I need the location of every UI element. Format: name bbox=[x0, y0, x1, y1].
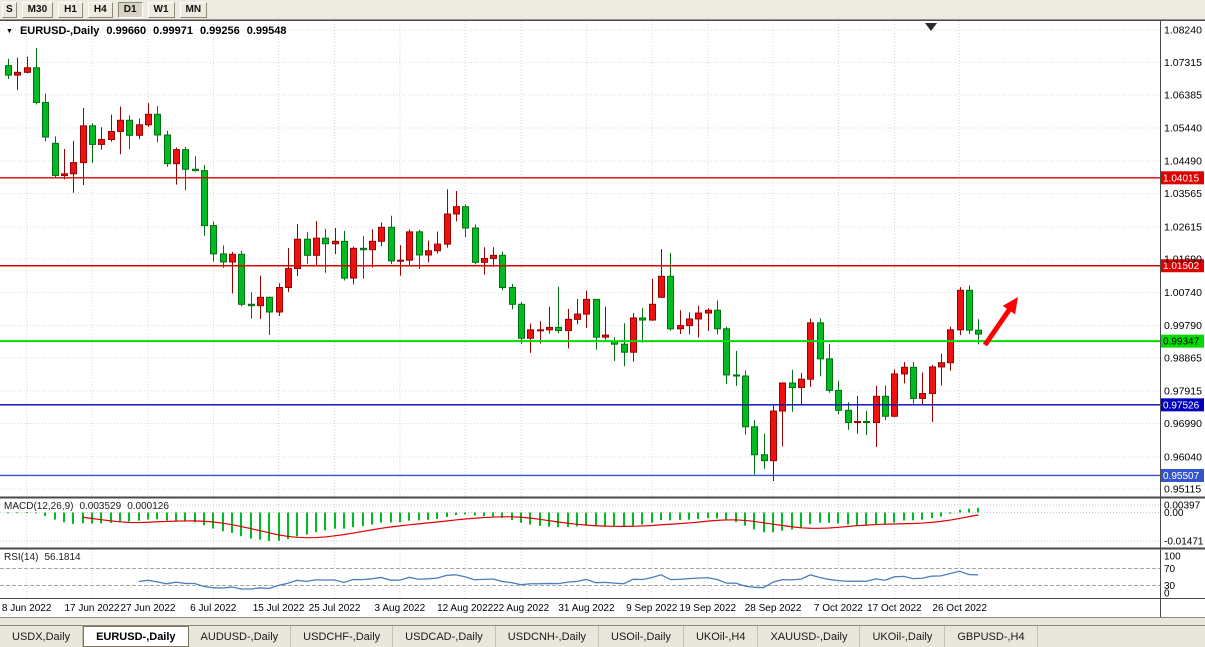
ohlc-high: 0.99971 bbox=[153, 25, 193, 37]
timeframe-button-h4[interactable]: H4 bbox=[87, 1, 113, 18]
candlestick-series bbox=[5, 47, 982, 481]
svg-text:30: 30 bbox=[1164, 581, 1176, 592]
svg-text:1.07315: 1.07315 bbox=[1164, 57, 1202, 69]
symbol-period-label: EURUSD-,Daily bbox=[19, 25, 100, 37]
macd-indicator-label: MACD(12,26,9) 0.003529 0.000126 bbox=[4, 501, 169, 512]
svg-text:15 Jul 2022: 15 Jul 2022 bbox=[253, 603, 305, 614]
rsi-name: RSI(14) bbox=[4, 552, 39, 563]
svg-text:6 Jul 2022: 6 Jul 2022 bbox=[190, 603, 237, 614]
arrow-annotation[interactable] bbox=[982, 297, 1018, 347]
svg-text:28 Sep 2022: 28 Sep 2022 bbox=[745, 603, 802, 614]
svg-text:8 Jun 2022: 8 Jun 2022 bbox=[2, 603, 52, 614]
ohlc-open: 0.99660 bbox=[106, 25, 147, 37]
svg-text:0.96040: 0.96040 bbox=[1164, 451, 1202, 463]
chart-canvas[interactable]: 1.040151.015020.993470.975260.955071.082… bbox=[0, 0, 1205, 619]
svg-text:1.02615: 1.02615 bbox=[1164, 221, 1202, 233]
svg-text:0.00397: 0.00397 bbox=[1164, 500, 1201, 511]
svg-text:-0.01471: -0.01471 bbox=[1164, 537, 1204, 548]
timeframe-button-m30[interactable]: M30 bbox=[21, 1, 54, 18]
chart-tab-ukoil-h4[interactable]: UKOil-,H4 bbox=[684, 626, 759, 647]
svg-text:0.95115: 0.95115 bbox=[1164, 484, 1201, 496]
price-tag-1.01502 bbox=[1161, 259, 1204, 273]
chart-background bbox=[0, 20, 1205, 618]
macd-main-value: 0.003529 bbox=[79, 501, 122, 512]
svg-text:26 Oct 2022: 26 Oct 2022 bbox=[932, 603, 987, 614]
pane-separators[interactable] bbox=[0, 20, 1205, 618]
svg-text:0.98865: 0.98865 bbox=[1164, 353, 1202, 365]
svg-text:25 Jul 2022: 25 Jul 2022 bbox=[309, 603, 361, 614]
svg-text:0.97526: 0.97526 bbox=[1163, 400, 1200, 411]
svg-text:0.95507: 0.95507 bbox=[1163, 471, 1200, 482]
timeframe-toolbar: S M30 H1 H4 D1 W1 MN bbox=[0, 0, 1205, 20]
svg-text:19 Sep 2022: 19 Sep 2022 bbox=[679, 603, 736, 614]
chart-shift-marker-icon[interactable] bbox=[925, 23, 937, 31]
svg-text:1.01690: 1.01690 bbox=[1164, 254, 1202, 266]
svg-text:70: 70 bbox=[1164, 564, 1176, 575]
chart-tab-ukoil-daily[interactable]: UKOil-,Daily bbox=[860, 626, 946, 647]
chart-tab-xauusd-daily[interactable]: XAUUSD-,Daily bbox=[758, 626, 861, 647]
ohlc-low: 0.99256 bbox=[199, 25, 240, 37]
chart-tab-usdcnh-daily[interactable]: USDCNH-,Daily bbox=[496, 626, 600, 647]
chart-tab-usdchf-daily[interactable]: USDCHF-,Daily bbox=[291, 626, 394, 647]
date-axis[interactable]: 8 Jun 2022 17 Jun 2022 27 Jun 2022 6 Jul 20… bbox=[2, 603, 987, 614]
svg-text:1.06385: 1.06385 bbox=[1164, 89, 1202, 101]
chart-ohlc-title: ▼ EURUSD-,Daily 0.99660 0.99971 0.99256 … bbox=[6, 25, 286, 37]
timeframe-button-w1[interactable]: W1 bbox=[147, 1, 175, 18]
svg-text:1.04490: 1.04490 bbox=[1164, 156, 1202, 168]
svg-text:0.96990: 0.96990 bbox=[1164, 418, 1202, 430]
chart-tab-usoil-daily[interactable]: USOil-,Daily bbox=[599, 626, 684, 647]
chart-tab-eurusd-daily[interactable]: EURUSD-,Daily bbox=[83, 626, 189, 647]
rsi-indicator-label: RSI(14) 56.1814 bbox=[4, 552, 81, 563]
chart-tab-usdx-daily[interactable]: USDX,Daily bbox=[0, 626, 84, 647]
ohlc-close: 0.99548 bbox=[246, 25, 287, 37]
svg-text:1.00740: 1.00740 bbox=[1164, 287, 1202, 299]
svg-text:0.99347: 0.99347 bbox=[1163, 337, 1200, 348]
macd-name: MACD(12,26,9) bbox=[4, 501, 74, 512]
price-tag-0.97526 bbox=[1161, 398, 1204, 412]
svg-text:1.01502: 1.01502 bbox=[1163, 261, 1200, 272]
svg-text:0: 0 bbox=[1164, 589, 1170, 600]
svg-text:27 Jun 2022: 27 Jun 2022 bbox=[120, 603, 175, 614]
timeframe-button-d1[interactable]: D1 bbox=[117, 1, 143, 18]
svg-text:12 Aug 2022: 12 Aug 2022 bbox=[437, 603, 494, 614]
chart-tab-usdcad-daily[interactable]: USDCAD-,Daily bbox=[393, 626, 496, 647]
svg-text:17 Jun 2022: 17 Jun 2022 bbox=[64, 603, 119, 614]
price-tag-1.04015 bbox=[1161, 171, 1204, 185]
svg-text:1.05440: 1.05440 bbox=[1164, 122, 1202, 134]
price-tag-0.95507 bbox=[1161, 468, 1204, 482]
svg-text:7 Oct 2022: 7 Oct 2022 bbox=[814, 603, 863, 614]
timeframe-button-s[interactable]: S bbox=[2, 1, 17, 18]
svg-text:1.04015: 1.04015 bbox=[1163, 173, 1200, 184]
svg-text:0.00: 0.00 bbox=[1164, 508, 1184, 519]
collapse-triangle-icon[interactable]: ▼ bbox=[6, 27, 13, 35]
svg-text:100: 100 bbox=[1164, 552, 1181, 563]
svg-text:22 Aug 2022: 22 Aug 2022 bbox=[493, 603, 550, 614]
svg-text:1.03565: 1.03565 bbox=[1164, 188, 1202, 200]
price-axis[interactable]: 1.08240 1.07315 1.06385 1.05440 1.04490 1.035… bbox=[1164, 25, 1202, 496]
rsi-value: 56.1814 bbox=[44, 552, 81, 563]
chart-tabs-bar: USDX,Daily EURUSD-,Daily AUDUSD-,Daily USDC… bbox=[0, 625, 1205, 647]
svg-text:31 Aug 2022: 31 Aug 2022 bbox=[558, 603, 615, 614]
macd-signal-value: 0.000126 bbox=[127, 501, 169, 512]
timeframe-button-mn[interactable]: MN bbox=[179, 1, 208, 18]
svg-text:3 Aug 2022: 3 Aug 2022 bbox=[375, 603, 426, 614]
chart-tab-audusd-daily[interactable]: AUDUSD-,Daily bbox=[189, 626, 292, 647]
price-tag-0.99347 bbox=[1161, 334, 1204, 348]
svg-text:0.99790: 0.99790 bbox=[1164, 320, 1202, 332]
timeframe-button-h1[interactable]: H1 bbox=[58, 1, 83, 18]
svg-text:1.08240: 1.08240 bbox=[1164, 25, 1202, 37]
chart-tab-gbpusd-h4[interactable]: GBPUSD-,H4 bbox=[945, 626, 1038, 647]
svg-text:17 Oct 2022: 17 Oct 2022 bbox=[867, 603, 922, 614]
svg-text:0.97915: 0.97915 bbox=[1164, 386, 1202, 398]
horizontal-level-lines[interactable]: 1.04015 1.01502 0.99347 0.97526 0.95507 bbox=[0, 171, 1204, 482]
svg-text:9 Sep 2022: 9 Sep 2022 bbox=[626, 603, 678, 614]
